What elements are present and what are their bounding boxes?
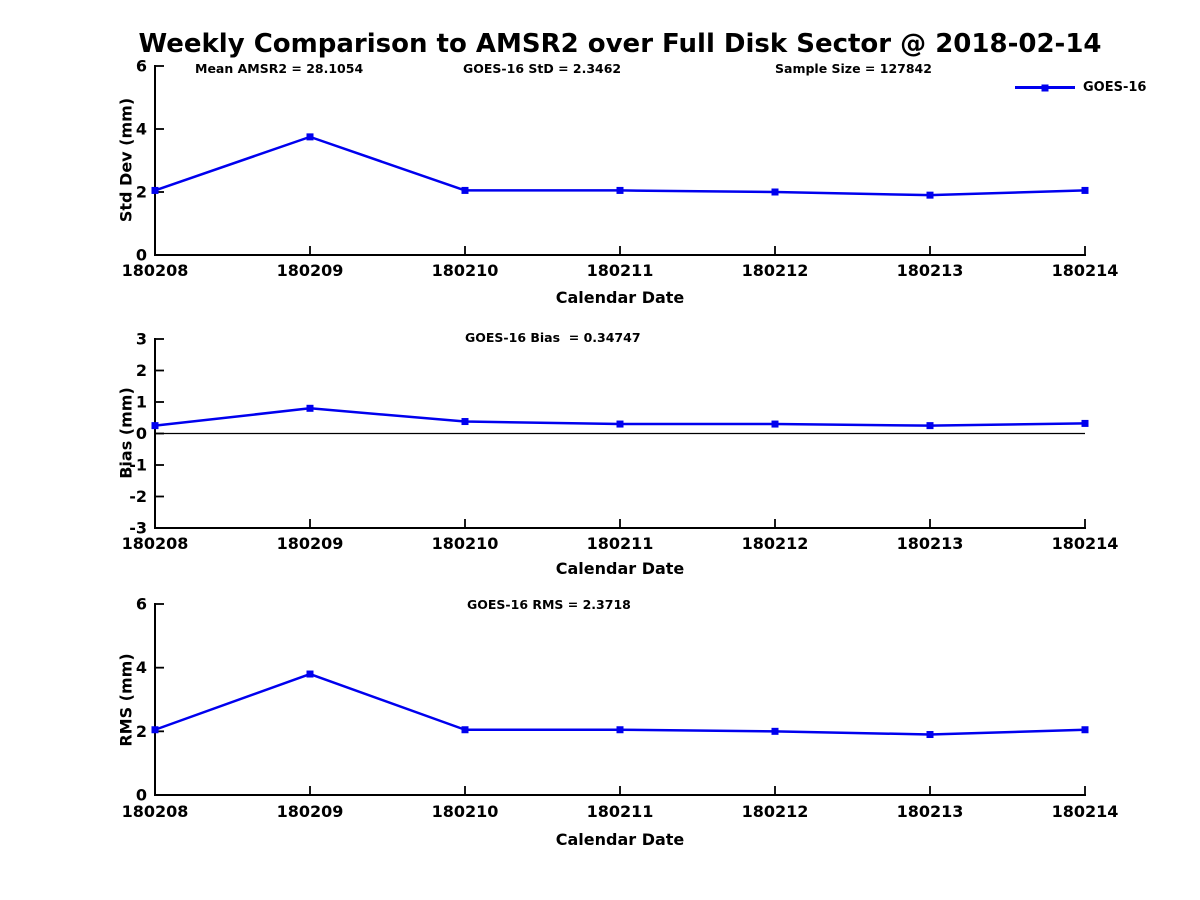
y-tick-label: 0 bbox=[136, 246, 147, 265]
legend: GOES-16 bbox=[1015, 80, 1146, 95]
x-axis-label-rms: Calendar Date bbox=[555, 830, 685, 849]
x-tick-label: 180211 bbox=[587, 802, 654, 821]
data-point-marker bbox=[461, 726, 469, 734]
y-axis-label-rms: RMS (mm) bbox=[116, 653, 136, 747]
data-point-marker bbox=[151, 726, 159, 734]
y-axis-label-stddev: Std Dev (mm) bbox=[116, 97, 136, 223]
data-point-marker bbox=[926, 191, 934, 199]
annotation-goes16-rms: GOES-16 RMS = 2.3718 bbox=[467, 597, 631, 612]
x-tick-label: 180213 bbox=[897, 534, 964, 553]
y-tick-label: 2 bbox=[136, 183, 147, 202]
legend-square-marker-icon bbox=[1041, 84, 1049, 91]
x-tick-label: 180211 bbox=[587, 534, 654, 553]
std-dev-plot: 0 2 4 6 180208 180209 180210 180211 180212 180213… bbox=[122, 57, 1119, 281]
x-axis-label-bias: Calendar Date bbox=[555, 559, 685, 578]
data-point-marker bbox=[306, 133, 314, 141]
x-tick-label: 180213 bbox=[897, 802, 964, 821]
x-tick-label: 180210 bbox=[432, 534, 499, 553]
x-tick-label: 180212 bbox=[742, 534, 809, 553]
data-point-marker bbox=[771, 188, 779, 196]
annotation-goes16-std: GOES-16 StD = 2.3462 bbox=[463, 61, 622, 76]
data-point-marker bbox=[926, 422, 934, 430]
data-point-marker bbox=[616, 420, 624, 428]
legend-line-sample bbox=[1015, 84, 1075, 91]
y-tick-label: -2 bbox=[129, 487, 147, 506]
x-axis-label-stddev: Calendar Date bbox=[555, 288, 685, 307]
y-tick-label: 6 bbox=[136, 57, 147, 76]
y-tick-label: -3 bbox=[129, 519, 147, 538]
x-tick-label: 180209 bbox=[277, 261, 344, 280]
data-point-marker bbox=[1081, 186, 1089, 194]
x-tick-label: 180210 bbox=[432, 802, 499, 821]
y-tick-label: 4 bbox=[136, 658, 147, 677]
x-tick-label: 180208 bbox=[122, 802, 189, 821]
annotation-goes16-bias: GOES-16 Bias = 0.34747 bbox=[465, 330, 641, 345]
data-point-marker bbox=[461, 186, 469, 194]
x-tick-label: 180208 bbox=[122, 534, 189, 553]
data-point-marker bbox=[616, 186, 624, 194]
x-tick-label: 180214 bbox=[1052, 802, 1119, 821]
annotation-mean-amsr2: Mean AMSR2 = 28.1054 bbox=[195, 61, 364, 76]
data-point-marker bbox=[616, 726, 624, 734]
data-point-marker bbox=[771, 420, 779, 428]
x-tick-label: 180212 bbox=[742, 261, 809, 280]
y-tick-label: 0 bbox=[136, 424, 147, 443]
data-point-marker bbox=[151, 186, 159, 194]
y-axis-label-bias: Bias (mm) bbox=[116, 387, 136, 479]
data-point-marker bbox=[461, 418, 469, 426]
y-tick-label: 2 bbox=[136, 722, 147, 741]
y-tick-label: 0 bbox=[136, 786, 147, 805]
x-tick-label: 180214 bbox=[1052, 534, 1119, 553]
y-tick-label: 1 bbox=[136, 393, 147, 412]
data-point-marker bbox=[1081, 726, 1089, 734]
rms-plot: 0 2 4 6 180208 180209 180210 180211 180212 180213… bbox=[122, 595, 1119, 822]
data-line bbox=[154, 672, 1086, 736]
data-point-marker bbox=[306, 670, 314, 678]
x-tick-label: 180214 bbox=[1052, 261, 1119, 280]
x-tick-label: 180209 bbox=[277, 802, 344, 821]
x-tick-label: 180212 bbox=[742, 802, 809, 821]
data-line bbox=[154, 135, 1086, 197]
x-tick-label: 180211 bbox=[587, 261, 654, 280]
y-tick-label: 6 bbox=[136, 595, 147, 614]
annotation-sample-size: Sample Size = 127842 bbox=[775, 61, 932, 76]
x-tick-label: 180208 bbox=[122, 261, 189, 280]
data-point-marker bbox=[151, 422, 159, 430]
data-point-marker bbox=[771, 727, 779, 735]
data-point-marker bbox=[1081, 419, 1089, 427]
data-point-marker bbox=[306, 404, 314, 412]
data-point-marker bbox=[926, 731, 934, 739]
x-tick-label: 180213 bbox=[897, 261, 964, 280]
y-tick-label: 3 bbox=[136, 330, 147, 349]
y-tick-label: 2 bbox=[136, 361, 147, 380]
figure-title: Weekly Comparison to AMSR2 over Full Dis… bbox=[138, 29, 1102, 59]
legend-label: GOES-16 bbox=[1083, 80, 1147, 95]
x-tick-label: 180209 bbox=[277, 534, 344, 553]
bias-plot: -3 -2 -1 0 1 2 3 180208 180209 180210 180211 180212… bbox=[122, 330, 1119, 554]
y-tick-label: -1 bbox=[129, 456, 147, 475]
x-tick-label: 180210 bbox=[432, 261, 499, 280]
y-tick-label: 4 bbox=[136, 120, 147, 139]
